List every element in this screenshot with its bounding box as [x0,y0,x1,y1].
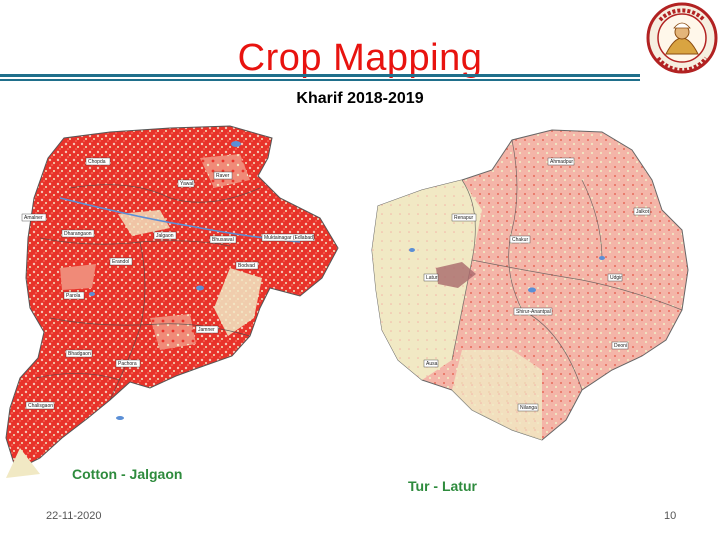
place-label: Pachora [118,361,137,367]
place-label: Deoni [614,343,627,349]
place-label: Dharangaon [64,231,92,237]
latur-tur-map: Ahmadpur Jalkot Renapur Chakur Latur Udg… [371,129,689,441]
place-label: Amalner [24,215,43,221]
place-label: Jalkot [636,209,650,215]
jalgaon-place-labels: Chopda Raver Yawal Amalner Dharangaon Ja… [21,157,315,410]
place-label: Ausa [426,361,438,367]
footer-date: 22-11-2020 [46,510,102,522]
footer-page-number: 10 [664,510,677,522]
place-label: Nilanga [520,405,537,411]
place-label: Shirur-Anantpal [516,309,551,315]
place-label: Latur [426,275,438,281]
title-rule-top [0,74,640,77]
place-label: Jamner [198,327,215,333]
university-seal-icon [646,2,718,74]
place-label: Yawal [180,181,193,187]
place-label: Erandol [112,259,129,265]
place-label: Chopda [88,159,106,165]
place-label: Renapur [454,215,474,221]
place-label: Ahmadpur [550,159,573,165]
place-label: Bodvad [238,263,255,269]
place-label: Chalisgaon [28,403,53,409]
slide-subtitle: Kharif 2018-2019 [296,90,424,107]
latur-place-labels: Ahmadpur Jalkot Renapur Chakur Latur Udg… [423,157,651,412]
place-label: Jalgaon [156,233,174,239]
place-label: Chakur [512,237,528,243]
place-label: Bhusawal [212,237,234,243]
place-label: Bhadgaon [68,351,91,357]
place-label: Raver [216,173,230,179]
map-caption-latur: Tur - Latur [408,478,477,494]
place-label: Udgir [610,275,622,281]
place-label: Parola [66,293,81,299]
map-caption-jalgaon: Cotton - Jalgaon [72,466,183,482]
place-label: Muktainagar (Edlabad) [264,235,315,241]
jalgaon-cotton-map: Chopda Raver Yawal Amalner Dharangaon Ja… [5,125,339,478]
title-rule-bottom [0,79,640,81]
slide-title: Crop Mapping [237,37,483,79]
